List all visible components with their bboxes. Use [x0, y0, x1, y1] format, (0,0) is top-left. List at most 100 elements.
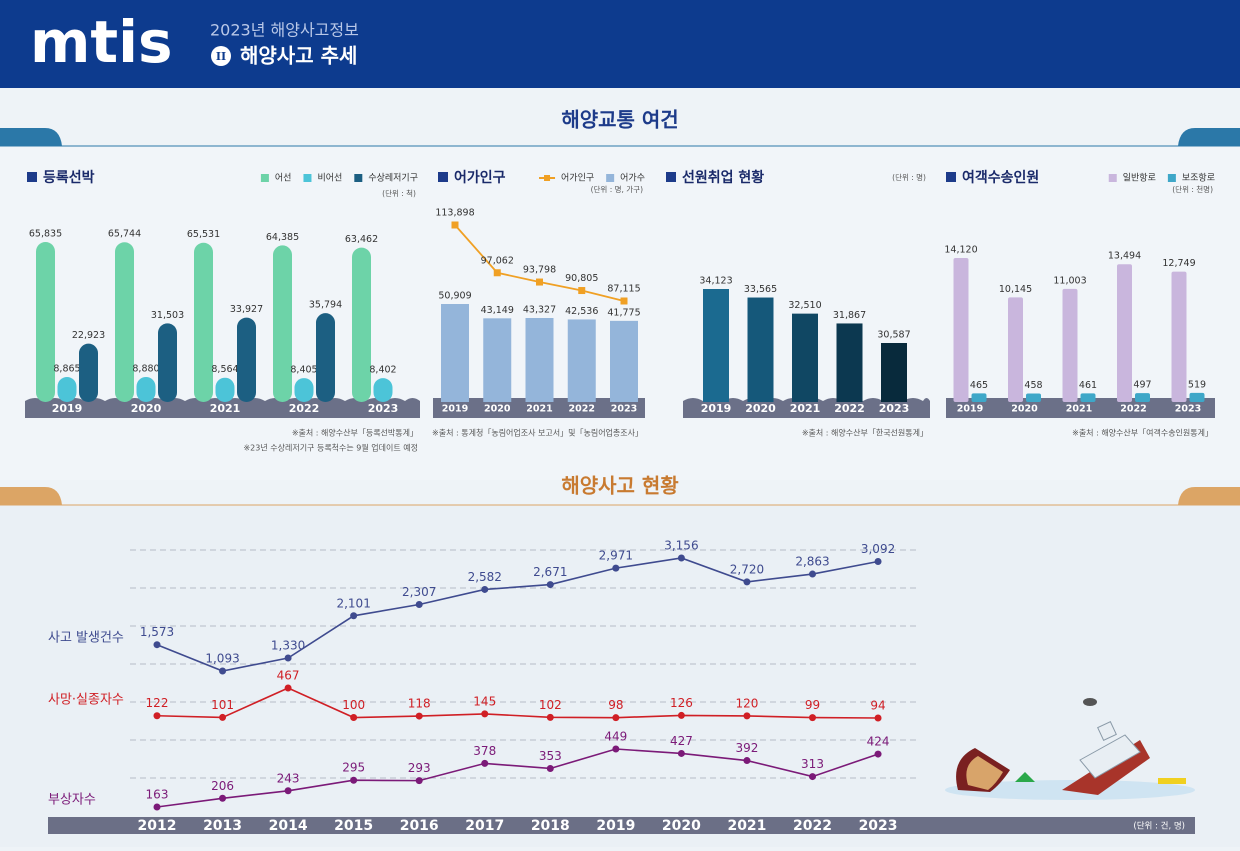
x-tick-label: 2015: [334, 818, 373, 834]
point: [350, 612, 358, 620]
axis-band: [946, 398, 1215, 418]
point: [493, 269, 501, 277]
legend-marker: [1167, 174, 1176, 182]
point: [546, 713, 554, 721]
header-bar: [0, 0, 1240, 88]
bar: [136, 376, 156, 402]
data-label: 427: [670, 734, 693, 748]
section-tab: [1178, 128, 1240, 146]
x-tick-label: 2017: [465, 818, 504, 834]
point: [481, 585, 489, 593]
axis-band: [433, 398, 645, 418]
x-tick-label: 2019: [957, 404, 983, 415]
data-label: 497: [1133, 380, 1151, 391]
source-note: ※출처 : 해양수산부「여객수송인원통계」: [1072, 428, 1213, 438]
point: [415, 601, 423, 609]
header-subtitle: 2023년 해양사고정보: [210, 21, 359, 40]
data-label: 2,671: [533, 565, 567, 579]
data-label: 449: [604, 730, 627, 744]
bar: [215, 377, 235, 402]
footnote: ※23년 수상레저기구 등록척수는 9월 업데이트 예정: [243, 443, 418, 453]
point: [677, 554, 685, 562]
x-tick-label: 2022: [793, 818, 832, 834]
point: [743, 578, 751, 586]
point: [809, 714, 816, 722]
point: [350, 776, 358, 784]
data-label: 126: [670, 696, 693, 710]
data-label: 8,405: [290, 365, 317, 376]
point: [620, 297, 628, 305]
x-tick-label: 2020: [662, 818, 701, 834]
point: [350, 714, 358, 722]
x-tick-label: 2023: [879, 402, 910, 415]
point: [546, 581, 554, 589]
bridge: [1097, 721, 1117, 741]
source-note: ※출처 : 해양수산부「한국선원통계」: [802, 428, 928, 438]
chart-title: 선원취업 현황: [682, 169, 764, 186]
bar: [237, 317, 256, 402]
point: [612, 745, 620, 753]
unit-label: (단위 : 건, 명): [1133, 821, 1185, 832]
data-label: 93,798: [523, 265, 556, 276]
x-tick-label: 2021: [526, 404, 552, 415]
data-label: 8,880: [132, 363, 159, 374]
chart-title: 어가인구: [454, 169, 506, 186]
title-marker: [946, 172, 956, 182]
data-label: 353: [539, 749, 562, 763]
data-label: 424: [867, 735, 890, 749]
data-label: 102: [539, 698, 562, 712]
data-label: 458: [1024, 380, 1042, 391]
x-tick-label: 2020: [745, 402, 776, 415]
data-label: 378: [473, 744, 496, 758]
x-tick-label: 2012: [138, 818, 177, 834]
point: [612, 564, 620, 572]
point: [153, 712, 161, 720]
source-note: ※출처 : 해양수산부「등록선박통계」: [292, 428, 418, 438]
legend-marker: [606, 174, 615, 182]
bar: [610, 320, 638, 402]
bar: [1135, 393, 1150, 402]
logo: mtis: [30, 8, 173, 76]
unit-label: (단위 : 명, 가구): [591, 184, 643, 194]
point: [874, 750, 882, 758]
bar: [194, 242, 213, 402]
point: [219, 713, 227, 721]
bar: [441, 304, 469, 402]
data-label: 120: [735, 696, 758, 710]
data-label: 243: [277, 771, 300, 785]
chapter-number: II: [216, 50, 226, 63]
unit-label: (단위 : 척): [382, 188, 416, 198]
ship-illustration: [945, 698, 1195, 800]
point: [677, 749, 685, 757]
title-marker: [438, 172, 448, 182]
point: [481, 759, 489, 767]
section-title: 해양사고 현황: [561, 474, 679, 498]
point: [546, 764, 554, 772]
point: [219, 794, 227, 802]
data-label: 14,120: [944, 245, 977, 256]
x-tick-label: 2022: [569, 404, 595, 415]
bar: [483, 318, 512, 402]
bar: [703, 289, 729, 402]
point: [874, 714, 882, 722]
axis-band: [25, 398, 420, 418]
data-label: 118: [408, 697, 431, 711]
data-label: 3,156: [664, 539, 698, 553]
chart-title: 여객수송인원: [962, 169, 1039, 186]
bar: [836, 323, 863, 402]
section-tab: [1178, 487, 1240, 505]
x-tick-label: 2023: [368, 402, 399, 415]
data-label: 2,720: [730, 562, 764, 576]
bar: [1026, 393, 1041, 402]
bar: [567, 319, 596, 402]
data-label: 42,536: [565, 306, 598, 317]
point: [536, 278, 543, 286]
point: [578, 287, 586, 295]
bar: [316, 313, 335, 402]
legend-label: 비어선: [317, 173, 342, 184]
data-label: 2,582: [468, 570, 502, 584]
section-tab: [0, 128, 62, 146]
data-label: 392: [735, 741, 758, 755]
header-title: 해양사고 추세: [240, 44, 357, 68]
